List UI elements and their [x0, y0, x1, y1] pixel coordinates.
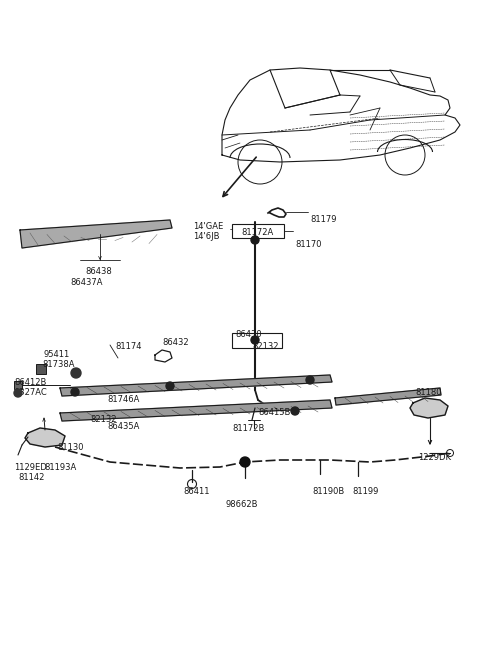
Text: 1229DK: 1229DK [418, 453, 451, 462]
Text: 14'GAE: 14'GAE [193, 222, 223, 231]
Text: 1129ED: 1129ED [14, 463, 47, 472]
Text: 81193A: 81193A [44, 463, 76, 472]
Circle shape [71, 388, 79, 396]
Text: 82132: 82132 [252, 342, 278, 351]
Text: 81746A: 81746A [107, 395, 139, 404]
Text: 86432: 86432 [162, 338, 189, 347]
Circle shape [291, 407, 299, 415]
Text: 98662B: 98662B [225, 500, 257, 509]
Text: 86415B: 86415B [258, 408, 290, 417]
Text: 95411: 95411 [44, 350, 70, 359]
Text: 14'6JB: 14'6JB [193, 232, 219, 241]
Circle shape [240, 457, 250, 467]
Text: 86411: 86411 [183, 487, 209, 496]
Circle shape [71, 368, 81, 378]
Circle shape [251, 336, 259, 344]
Text: 81179: 81179 [310, 215, 336, 224]
Circle shape [241, 458, 249, 466]
Text: 81142: 81142 [18, 473, 44, 482]
Polygon shape [410, 398, 448, 418]
Polygon shape [25, 428, 65, 447]
Polygon shape [60, 400, 332, 421]
Text: 81172A: 81172A [241, 228, 273, 237]
Polygon shape [335, 388, 441, 405]
Polygon shape [60, 375, 332, 396]
Text: 81180: 81180 [415, 388, 442, 397]
Text: 81738A: 81738A [42, 360, 74, 369]
Polygon shape [20, 220, 172, 248]
Circle shape [14, 389, 22, 397]
Text: 86437A: 86437A [70, 278, 103, 287]
FancyBboxPatch shape [36, 364, 46, 374]
Text: 86430: 86430 [235, 330, 262, 339]
Text: 1327AC: 1327AC [14, 388, 47, 397]
Text: 81174: 81174 [115, 342, 142, 351]
Circle shape [306, 376, 314, 384]
Text: 86438: 86438 [85, 267, 112, 276]
FancyBboxPatch shape [14, 381, 22, 389]
Text: 81172B: 81172B [232, 424, 264, 433]
Text: 81190B: 81190B [312, 487, 344, 496]
Text: 86412B: 86412B [14, 378, 47, 387]
Text: 86435A: 86435A [107, 422, 139, 431]
Text: 81130: 81130 [57, 443, 84, 452]
Circle shape [251, 236, 259, 244]
Text: 81199: 81199 [352, 487, 378, 496]
Text: 81170: 81170 [295, 240, 322, 249]
Text: 82132: 82132 [90, 415, 117, 424]
Circle shape [166, 382, 174, 390]
